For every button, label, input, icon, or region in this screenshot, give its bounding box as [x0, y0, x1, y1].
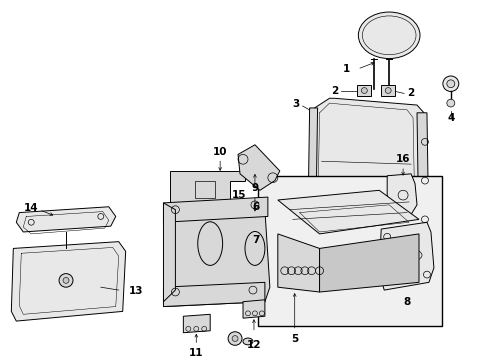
Bar	[357, 85, 370, 96]
Circle shape	[446, 80, 454, 87]
Polygon shape	[163, 197, 267, 222]
Text: 10: 10	[212, 147, 227, 157]
Text: 7: 7	[252, 235, 259, 245]
Bar	[257, 176, 441, 326]
Circle shape	[227, 332, 242, 345]
Circle shape	[63, 278, 69, 283]
Polygon shape	[16, 207, 116, 232]
Polygon shape	[304, 234, 426, 258]
Text: 13: 13	[128, 286, 143, 296]
Text: 2: 2	[330, 86, 337, 95]
Text: 5: 5	[290, 333, 298, 343]
Polygon shape	[163, 282, 264, 307]
Text: 3: 3	[291, 99, 299, 109]
Bar	[195, 181, 215, 198]
Text: 11: 11	[189, 348, 203, 358]
Text: 6: 6	[252, 202, 259, 212]
Text: 16: 16	[395, 154, 409, 164]
Circle shape	[385, 87, 390, 94]
Text: 8: 8	[403, 297, 410, 307]
Circle shape	[232, 336, 238, 341]
Circle shape	[59, 274, 73, 287]
Polygon shape	[309, 98, 426, 244]
Circle shape	[442, 76, 458, 91]
Bar	[381, 85, 394, 96]
Text: 2: 2	[407, 89, 414, 98]
Polygon shape	[416, 113, 428, 246]
Polygon shape	[238, 145, 279, 190]
Polygon shape	[386, 174, 416, 215]
Text: 14: 14	[24, 203, 39, 213]
Text: 4: 4	[446, 113, 453, 123]
Polygon shape	[319, 234, 418, 292]
Polygon shape	[277, 234, 319, 292]
Polygon shape	[183, 314, 210, 333]
Ellipse shape	[243, 338, 252, 345]
Polygon shape	[277, 190, 418, 234]
Text: 15: 15	[231, 190, 245, 200]
Text: 1: 1	[342, 64, 349, 74]
Polygon shape	[307, 108, 317, 242]
Polygon shape	[170, 171, 244, 215]
Polygon shape	[11, 242, 125, 321]
Polygon shape	[243, 300, 264, 318]
Polygon shape	[165, 203, 269, 307]
Circle shape	[361, 87, 366, 94]
Polygon shape	[379, 222, 433, 290]
Circle shape	[446, 99, 454, 107]
Polygon shape	[163, 203, 175, 302]
Ellipse shape	[358, 12, 419, 59]
Text: 9: 9	[251, 183, 258, 193]
Text: 12: 12	[246, 341, 261, 351]
